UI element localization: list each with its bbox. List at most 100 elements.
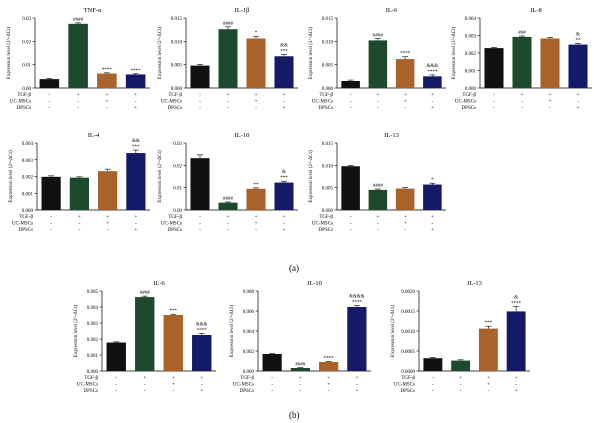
treatment-sign: + [77,92,80,98]
treatment-sign: + [200,375,203,381]
treatment-sign: + [515,375,518,381]
treatment-sign: - [201,382,203,388]
bar [274,182,294,210]
y-tick-label: 0.003 [22,159,34,164]
treatment-row-label: UC-MSCs [312,100,333,105]
bar [423,76,442,88]
significance-label: ** [254,183,260,188]
treatment-row-label: DPSCs [240,389,255,394]
treatment-sign: - [199,99,201,105]
bar [341,81,360,88]
treatment-sign: - [227,99,229,105]
significance-label: ### [518,31,526,36]
y-tick-label: 0.004 [87,306,99,311]
treatment-sign: + [172,375,175,381]
bar [478,328,498,371]
bar [506,311,526,371]
treatment-sign: + [487,375,490,381]
treatment-sign: - [350,99,352,105]
treatment-sign: - [48,92,50,98]
significance-label: * [255,31,258,36]
significance-label: **** [400,52,411,57]
bar [347,307,367,371]
y-tick-label: 0.000 [243,370,255,375]
bar [262,354,282,371]
y-axis-label: Expression level (2^-ΔCt) [309,27,314,80]
treatment-row-label: DPSCs [401,389,416,394]
chart-a2: IL-1β 0.000 0.005 0.010 0.015 Expression leve… [158,7,298,111]
bar [68,23,88,88]
significance-label: & [282,170,286,175]
bar [163,315,183,371]
significance-label: & [514,296,518,301]
treatment-sign: - [115,388,117,394]
y-tick-label: 0.03 [22,17,31,22]
bar [218,29,238,88]
significance-label: **** [352,301,363,306]
treatment-sign: - [299,382,301,388]
significance-label: &&&& [349,295,365,300]
treatment-sign: - [107,227,109,233]
treatment-sign: - [432,382,434,388]
significance-label: **** [197,328,208,333]
y-axis-label: Expression level (2^-ΔCt) [230,305,235,358]
treatment-sign: + [106,221,109,227]
treatment-sign: - [199,221,201,227]
treatment-sign: - [299,388,301,394]
y-tick-label: 0.01 [173,187,182,192]
chart-a1: TNF-α 0.00 0.01 0.02 0.03 Expression level (2… [7,7,150,111]
bar [126,153,146,210]
treatment-row-label: TGF-β [19,215,33,220]
treatment-sign: + [431,92,434,98]
treatment-sign: + [404,99,407,105]
y-tick-label: 0.0015 [401,310,415,315]
treatment-row-label: DPSCs [462,106,477,111]
treatment-sign: + [376,92,379,98]
significance-label: **** [324,357,335,362]
chart-title: IL-8 [530,7,542,14]
y-tick-label: 0.003 [87,322,99,327]
treatment-sign: - [48,99,50,105]
treatment-sign: + [200,388,203,394]
bar [135,297,155,371]
treatment-sign: + [355,388,358,394]
treatment-sign: - [227,105,229,111]
y-axis-label: Expression level (2^-ΔCt) [452,27,457,80]
y-tick-label: 0.008 [243,290,255,295]
y-tick-label: 0.002 [243,350,255,355]
treatment-sign: - [350,214,352,220]
treatment-sign: - [172,388,174,394]
bar [98,171,118,210]
y-tick-label: 0.001 [465,70,477,75]
treatment-sign: - [350,92,352,98]
y-axis-label: Expression level (2^-ΔCt) [74,305,79,358]
treatment-sign: + [431,227,434,233]
significance-label: #### [73,18,84,23]
chart-title: IL-10 [235,132,250,139]
chart-a6: IL-10 0.00 0.01 0.02 0.03 Expression level (2… [158,132,298,233]
treatment-sign: + [226,214,229,220]
treatment-sign: - [144,388,146,394]
y-tick-label: 0.000 [322,209,334,214]
bar [41,176,61,210]
treatment-sign: - [515,382,517,388]
treatment-sign: - [404,105,406,111]
treatment-sign: + [548,92,551,98]
treatment-sign: + [134,105,137,111]
treatment-sign: - [521,99,523,105]
treatment-row-label: UC-MSCs [312,222,333,227]
significance-label: && [132,139,140,144]
treatment-sign: - [115,375,117,381]
treatment-sign: - [50,227,52,233]
treatment-sign: + [282,105,285,111]
treatment-sign: - [144,382,146,388]
treatment-sign: + [172,382,175,388]
treatment-sign: + [355,375,358,381]
chart-a5: IL-4 0.000 0.001 0.002 0.003 0.004 Expression … [9,132,150,233]
significance-label: #### [140,291,151,296]
significance-label: * [431,178,434,183]
y-tick-label: 0.004 [243,330,255,335]
bar [568,44,588,88]
treatment-row-label: TGF-β [462,93,476,98]
y-axis-label: Expression level (2^-ΔCt) [391,305,396,358]
